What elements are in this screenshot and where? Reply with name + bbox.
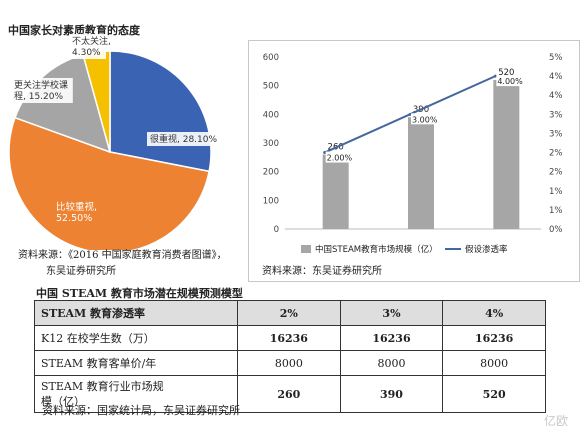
right-axis-tick-label: 2% <box>549 149 563 159</box>
table-cell: 520 <box>442 375 546 413</box>
bar-line-chart-svg: 0 100 200 300 400 500 600 0% 1% 1% 2% 2% 3% 3% 4% 4% 5% 2… <box>263 53 563 255</box>
table-cell: 16236 <box>339 325 444 351</box>
table-row: STEAM 教育行业市场规 模（亿） 260 390 520 <box>34 375 546 413</box>
left-axis-tick-label: 0 <box>274 225 279 235</box>
market-size-table: STEAM 教育渗透率 2% 3% 4% K12 在校学生数（万） 16236 … <box>34 300 546 413</box>
bar-source: 资料来源：东吴证券研究所 <box>262 266 382 277</box>
pie-source: 资料来源：《2016 中国家庭教育消费者图谱》， <box>18 250 227 261</box>
left-axis-tick-label: 400 <box>263 110 279 120</box>
right-axis-tick-label: 3% <box>549 129 563 139</box>
line-point <box>323 151 327 155</box>
right-axis-tick-label: 4% <box>549 72 563 82</box>
line-value-label: 2.00% <box>327 154 353 163</box>
right-axis-tick-label: 5% <box>549 53 563 63</box>
bar <box>322 154 349 229</box>
bar <box>493 79 520 229</box>
bar <box>408 117 434 229</box>
pie-slice-label: 很重视, 28.10% <box>150 133 217 145</box>
table-cell: 390 <box>339 375 444 413</box>
table-header-cell: STEAM 教育渗透率 <box>34 300 238 326</box>
pie-slice <box>109 50 212 173</box>
table-header-cell: 4% <box>442 300 546 326</box>
right-axis-tick-label: 4% <box>549 91 563 101</box>
table-cell: 8000 <box>339 350 444 376</box>
table-row: STEAM 教育客单价/年 8000 8000 8000 <box>34 350 546 376</box>
left-axis-tick-label: 600 <box>263 53 279 63</box>
watermark: 亿欧 <box>543 414 568 428</box>
line-point <box>493 74 497 78</box>
table-header-row: STEAM 教育渗透率 2% 3% 4% <box>34 300 546 326</box>
table-cell: STEAM 教育行业市场规 模（亿） <box>34 375 238 413</box>
left-axis-tick-label: 300 <box>263 139 279 149</box>
table-cell: 16236 <box>442 325 546 351</box>
right-axis-tick-label: 3% <box>549 110 563 120</box>
table-header-cell: 3% <box>339 300 444 326</box>
pie-slice <box>8 116 211 250</box>
line-value-label: 3.00% <box>412 115 438 124</box>
pie-chart: 很重视, 28.10% 比较重视, 52.50% 更关注学校课程, 15.20% 不太关… <box>0 30 240 250</box>
table-cell: 8000 <box>442 350 546 376</box>
table-source: 资料来源：国家统计局，东吴证券研究所 <box>42 404 240 417</box>
table-cell-line: 模（亿） <box>41 395 85 408</box>
legend-bar-label: 中国STEAM教育市场规模（亿） <box>315 244 438 255</box>
table-cell: 8000 <box>237 350 341 376</box>
table-cell-line: STEAM 教育行业市场规 <box>41 380 164 393</box>
left-axis-tick-label: 500 <box>263 82 279 92</box>
right-axis-tick-label: 1% <box>549 187 563 197</box>
left-axis-tick-label: 200 <box>263 168 279 178</box>
table-cell: 260 <box>237 375 341 413</box>
right-axis-tick-label: 2% <box>549 168 563 178</box>
left-axis-tick-label: 100 <box>263 196 279 206</box>
table-cell: STEAM 教育客单价/年 <box>34 350 238 376</box>
pie-chart-svg: 很重视, 28.10% 比较重视, 52.50% 更关注学校课程, 15.20%不太关… <box>8 34 222 250</box>
pie-source-line2: 东吴证券研究所 <box>46 266 116 277</box>
right-axis-tick-label: 0% <box>549 225 563 235</box>
line-point <box>408 112 412 116</box>
legend-bar-swatch <box>301 245 311 253</box>
pie-slice-label: 更关注学校课程, 15.20% <box>14 79 68 102</box>
table-title: 中国 STEAM 教育市场潜在规模预测模型 <box>36 287 243 300</box>
table-row: K12 在校学生数（万） 16236 16236 16236 <box>34 325 546 351</box>
pie-slice-label: 不太关注, 4.30% <box>72 35 111 58</box>
line-value-label: 4.00% <box>497 77 523 86</box>
table-cell: 16236 <box>237 325 341 351</box>
bar-value-label: 520 <box>498 68 514 78</box>
right-axis-tick-label: 1% <box>549 206 563 216</box>
table-header-cell: 2% <box>237 300 341 326</box>
bar-line-chart: 0 100 200 300 400 500 600 0% 1% 1% 2% 2% 3% 3% 4% 4% 5% 2… <box>248 40 580 282</box>
legend-line-label: 假设渗透率 <box>465 244 508 255</box>
pie-slice-label: 比较重视, 52.50% <box>56 201 97 224</box>
pie-chart-title: 中国家长对素质教育的态度 <box>8 24 140 37</box>
table-cell: K12 在校学生数（万） <box>34 325 238 351</box>
